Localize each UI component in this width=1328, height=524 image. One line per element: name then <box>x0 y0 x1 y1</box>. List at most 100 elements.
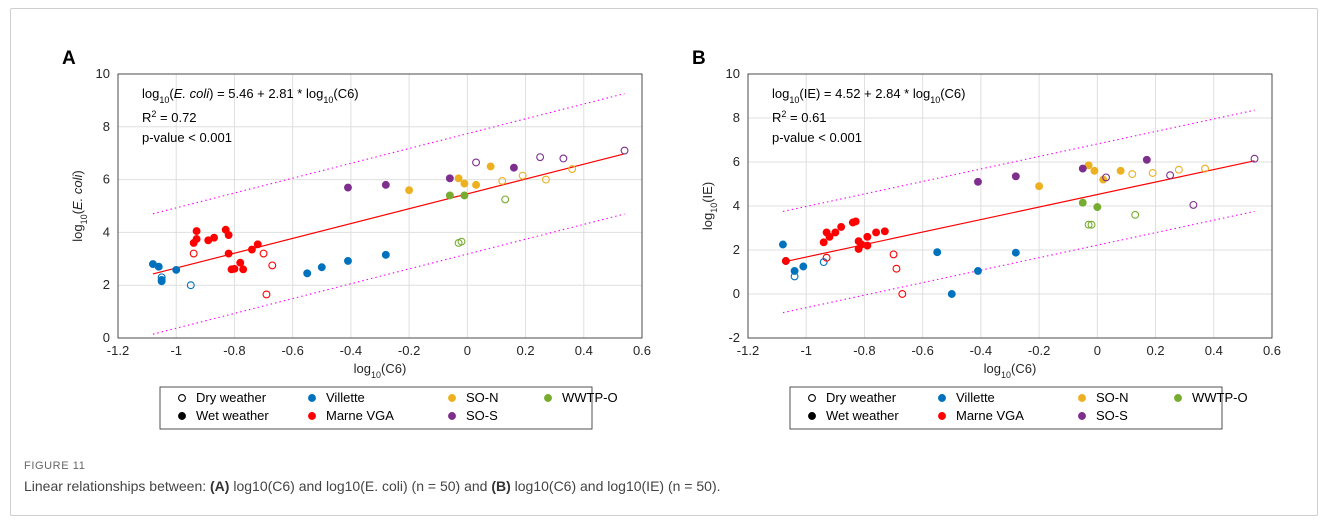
scatter-chart-a: A -1.2 -1 -0.8 -0.6 -0.4 -0.2 0 0.2 0.4 0.6 0 2 4 6 8 10… <box>62 48 651 430</box>
data-point-villette-dry <box>790 272 799 281</box>
data-point-so-s-dry <box>1189 200 1198 209</box>
data-point-so-n-dry <box>1201 164 1209 173</box>
lower-prediction-bound <box>152 213 625 335</box>
legend-marker-villette <box>938 394 946 402</box>
data-point-so-s-dry <box>472 158 481 167</box>
y-tick-label: 0 <box>103 330 110 345</box>
r-squared: R2 = 0.61 <box>772 109 827 125</box>
x-tick-label: -1.2 <box>737 343 759 358</box>
y-tick-label: 2 <box>103 277 110 292</box>
legend-label-wet-weather: Wet weather <box>826 408 899 423</box>
scatter-chart-b: B -1.2 -1 -0.8 -0.6 -0.4 -0.2 0 0.2 0.4 0.6 -2 0 2 4 6 8… <box>692 48 1281 430</box>
legend-marker-wwtp-o <box>544 394 552 402</box>
data-point-villette-wet <box>799 262 808 271</box>
data-point-so-n-dry <box>568 165 577 173</box>
data-point-marne-vga-wet <box>247 245 256 254</box>
x-tick-label: -0.6 <box>281 343 303 358</box>
data-point-marne-vga-wet <box>236 258 245 267</box>
data-point-marne-vga-wet <box>230 264 239 273</box>
y-tick-label: -2 <box>728 330 740 345</box>
legend-marker-so-s <box>448 412 456 420</box>
x-axis-label: log10(C6) <box>984 361 1037 380</box>
y-tick-label: 10 <box>726 66 740 81</box>
x-tick-label: 0.2 <box>517 343 535 358</box>
axes-box <box>747 73 1273 339</box>
data-point-marne-vga-dry <box>262 290 271 299</box>
data-point-marne-vga-dry <box>189 249 198 258</box>
y-tick-label: 6 <box>733 154 740 169</box>
x-tick-label: -0.2 <box>398 343 420 358</box>
data-point-so-n-wet <box>405 186 414 195</box>
x-tick-label: -1 <box>800 343 812 358</box>
legend-label-so-s: SO-S <box>466 408 498 423</box>
panel-letter: B <box>692 48 706 69</box>
data-point-so-n-dry <box>541 175 550 184</box>
r-squared: R2 = 0.72 <box>142 109 197 125</box>
data-point-villette-wet <box>1011 248 1020 257</box>
data-point-so-n-wet <box>454 174 463 183</box>
data-point-marne-vga-wet <box>863 232 872 241</box>
x-tick-label: -0.8 <box>853 343 875 358</box>
y-tick-label: 6 <box>103 172 110 187</box>
y-tick-label: 10 <box>96 66 110 81</box>
data-point-villette-wet <box>381 250 390 259</box>
data-point-marne-vga-wet <box>224 231 233 239</box>
data-point-so-n-wet <box>1035 182 1044 191</box>
data-point-marne-vga-dry <box>892 264 901 273</box>
data-point-so-s-wet <box>1011 172 1020 181</box>
x-tick-label: 0.4 <box>575 343 593 358</box>
data-point-villette-wet <box>303 269 312 278</box>
legend-marker-dry-weather <box>808 394 816 402</box>
p-value: p-value < 0.001 <box>142 130 232 145</box>
data-point-so-s-wet <box>344 183 352 192</box>
data-point-so-n-wet <box>460 179 469 188</box>
data-point-villette-wet <box>154 262 163 271</box>
legend-label-dry-weather: Dry weather <box>196 390 267 405</box>
data-point-so-n-wet <box>1116 166 1125 175</box>
panel-b: B -1.2 -1 -0.8 -0.6 -0.4 -0.2 0 0.2 0.4 0.6 -2 0 2 4 6 8… <box>680 38 1300 438</box>
data-point-wwtp-o-dry <box>1131 210 1140 219</box>
plot-area <box>118 74 642 338</box>
legend-box <box>789 386 1223 430</box>
legend-marker-so-s <box>1078 412 1086 420</box>
data-point-marne-vga-dry <box>259 249 268 258</box>
data-point-so-n-dry <box>1148 169 1157 177</box>
y-tick-label: 8 <box>733 110 740 125</box>
upper-prediction-bound <box>782 109 1255 212</box>
data-point-wwtp-o-dry <box>1087 220 1096 229</box>
data-point-marne-vga-dry <box>822 253 831 262</box>
data-point-marne-vga-wet <box>239 265 248 274</box>
lower-prediction-bound <box>782 210 1255 314</box>
data-point-so-s-dry <box>620 146 629 155</box>
data-point-marne-vga-wet <box>224 249 233 258</box>
y-tick-label: 2 <box>733 242 740 257</box>
data-point-so-s-wet <box>1078 164 1087 173</box>
data-point-villette-wet <box>974 266 982 275</box>
legend-label-so-n: SO-N <box>1096 390 1129 405</box>
legend-label-wwtp-o: WWTP-O <box>1192 390 1248 405</box>
data-point-so-s-wet <box>509 163 518 172</box>
caption-lead: Linear relationships between: <box>24 478 211 494</box>
legend-marker-villette <box>308 394 316 402</box>
data-point-wwtp-o-wet <box>460 191 469 200</box>
data-point-so-n-wet <box>1090 166 1099 175</box>
data-point-wwtp-o-dry <box>1084 220 1093 229</box>
panel-a: A -1.2 -1 -0.8 -0.6 -0.4 -0.2 0 0.2 0.4 0.6 0 2 4 6 8 10… <box>50 38 670 438</box>
data-point-villette-wet <box>344 256 352 265</box>
x-tick-label: -0.4 <box>340 343 362 358</box>
data-point-so-s-wet <box>1142 155 1151 164</box>
data-point-marne-vga-wet <box>837 222 846 231</box>
data-point-marne-vga-wet <box>880 227 889 236</box>
data-point-marne-vga-wet <box>192 235 201 243</box>
x-tick-label: 0 <box>464 343 471 358</box>
x-tick-label: -0.4 <box>970 343 992 358</box>
data-point-so-n-wet <box>1084 161 1093 170</box>
legend-label-marne-vga: Marne VGA <box>956 408 1024 423</box>
legend-label-so-n: SO-N <box>466 390 499 405</box>
panel-letter: A <box>62 48 76 69</box>
figure-label: FIGURE 11 <box>24 460 86 472</box>
legend-marker-marne-vga <box>938 412 946 420</box>
data-point-marne-vga-wet <box>872 228 881 237</box>
data-point-so-s-wet <box>974 177 982 186</box>
data-point-marne-vga-dry <box>889 250 898 259</box>
